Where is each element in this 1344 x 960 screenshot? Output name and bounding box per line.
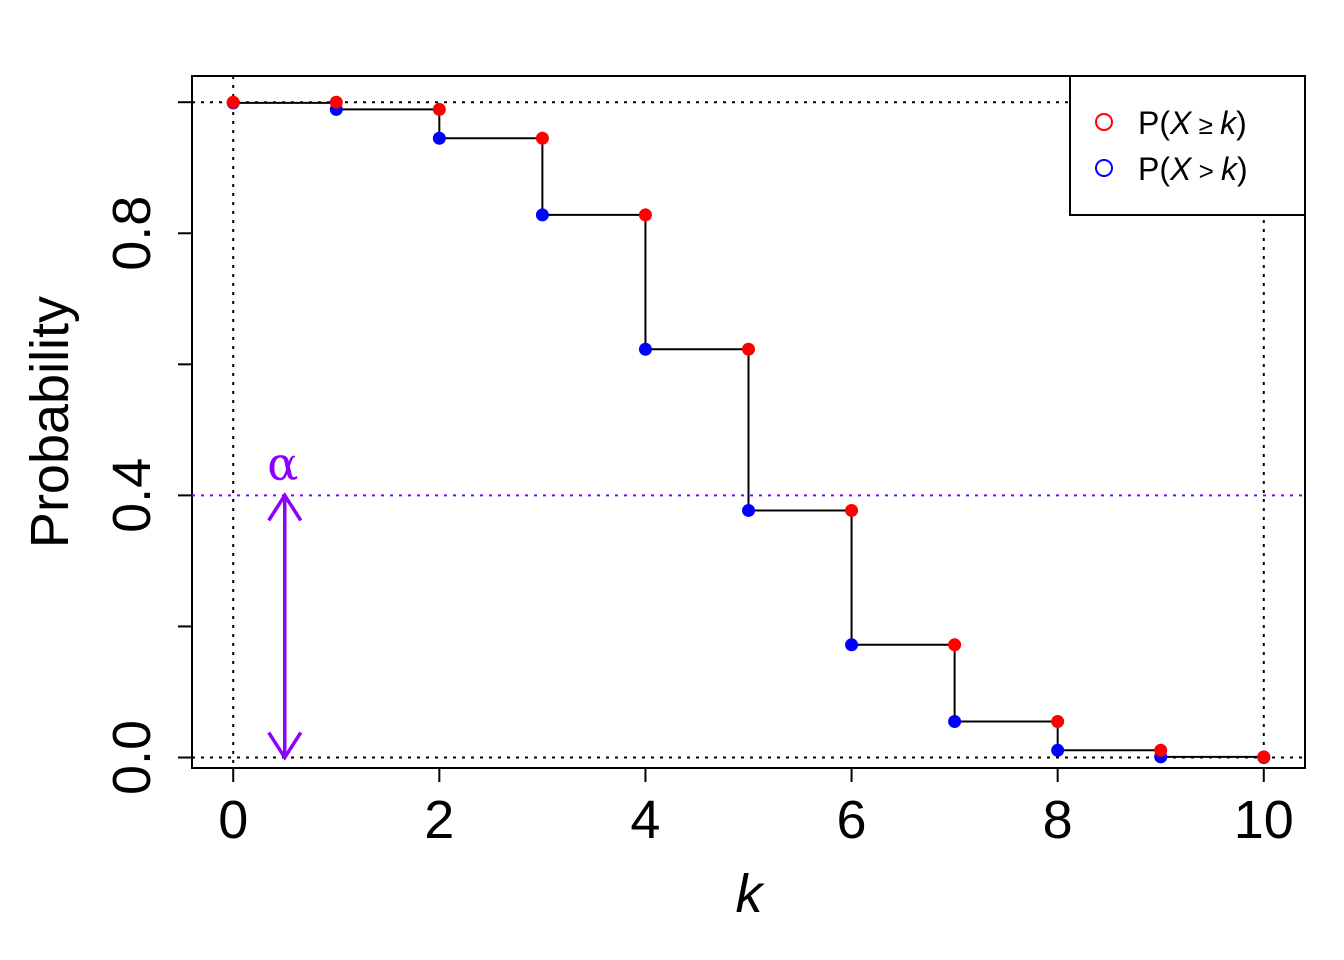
x-tick-label: 0 xyxy=(218,790,248,850)
point-gt xyxy=(742,503,755,517)
point-gt xyxy=(432,131,446,145)
point-gt xyxy=(845,638,859,652)
legend-label-part: ) xyxy=(1236,105,1247,141)
y-axis-title: Probability xyxy=(20,296,80,548)
legend-label-part: ) xyxy=(1237,151,1248,187)
point-ge xyxy=(845,503,859,517)
legend-label-part: X xyxy=(1169,151,1193,187)
point-ge xyxy=(1154,743,1168,757)
legend-item: P(X > k) xyxy=(1095,151,1248,187)
legend: P(X ≥ k)P(X > k) xyxy=(1069,75,1306,216)
legend-label-part: ≥ xyxy=(1191,110,1220,140)
point-ge xyxy=(948,638,962,652)
y-tick-label: 0.8 xyxy=(102,196,162,271)
alpha-arrow-head-bottom xyxy=(267,731,303,761)
legend-marker xyxy=(1095,159,1113,177)
alpha-label: α xyxy=(267,436,298,490)
step-lines xyxy=(232,101,1265,758)
y-tick-label: 0.0 xyxy=(102,720,162,795)
point-gt xyxy=(638,342,652,356)
legend-label-part: P xyxy=(1138,151,1159,187)
legend-label-part: X xyxy=(1169,105,1193,141)
legend-label-part: > xyxy=(1191,156,1221,186)
point-gt xyxy=(1051,743,1065,757)
x-axis: 0 2 4 6 8 10 xyxy=(218,768,1294,850)
legend-marker xyxy=(1095,113,1113,131)
x-tick-label: 8 xyxy=(1043,790,1073,850)
x-axis-title: k xyxy=(736,864,766,924)
y-axis: 0.0 0.4 0.8 xyxy=(102,101,192,795)
legend-label-part: k xyxy=(1220,105,1238,141)
point-ge xyxy=(226,95,240,109)
alpha-arrow-head-top xyxy=(267,492,303,522)
x-tick-label: 2 xyxy=(424,790,454,850)
point-ge xyxy=(535,131,549,145)
alpha-annotation: α xyxy=(267,436,303,761)
point-ge xyxy=(329,95,343,109)
legend-item: P(X ≥ k) xyxy=(1095,105,1247,141)
point-gt xyxy=(948,714,962,728)
point-ge xyxy=(1051,714,1065,728)
y-tick-label: 0.4 xyxy=(102,458,162,533)
legend-box xyxy=(1069,75,1306,216)
legend-label-part: P xyxy=(1138,105,1159,141)
x-tick-label: 6 xyxy=(837,790,867,850)
legend-label-part: ( xyxy=(1159,105,1170,141)
data-points xyxy=(226,95,1271,765)
x-tick-label: 4 xyxy=(630,790,660,850)
point-ge xyxy=(432,102,446,116)
plot-frame xyxy=(191,75,1306,769)
legend-label-part: k xyxy=(1221,151,1239,187)
legend-label: P(X ≥ k) xyxy=(1138,105,1247,141)
x-tick-label: 10 xyxy=(1234,790,1294,850)
legend-label: P(X > k) xyxy=(1138,151,1248,187)
point-ge xyxy=(1257,750,1271,764)
point-ge xyxy=(638,208,652,222)
legend-label-part: ( xyxy=(1159,151,1170,187)
point-ge xyxy=(742,342,755,356)
point-gt xyxy=(535,208,549,222)
